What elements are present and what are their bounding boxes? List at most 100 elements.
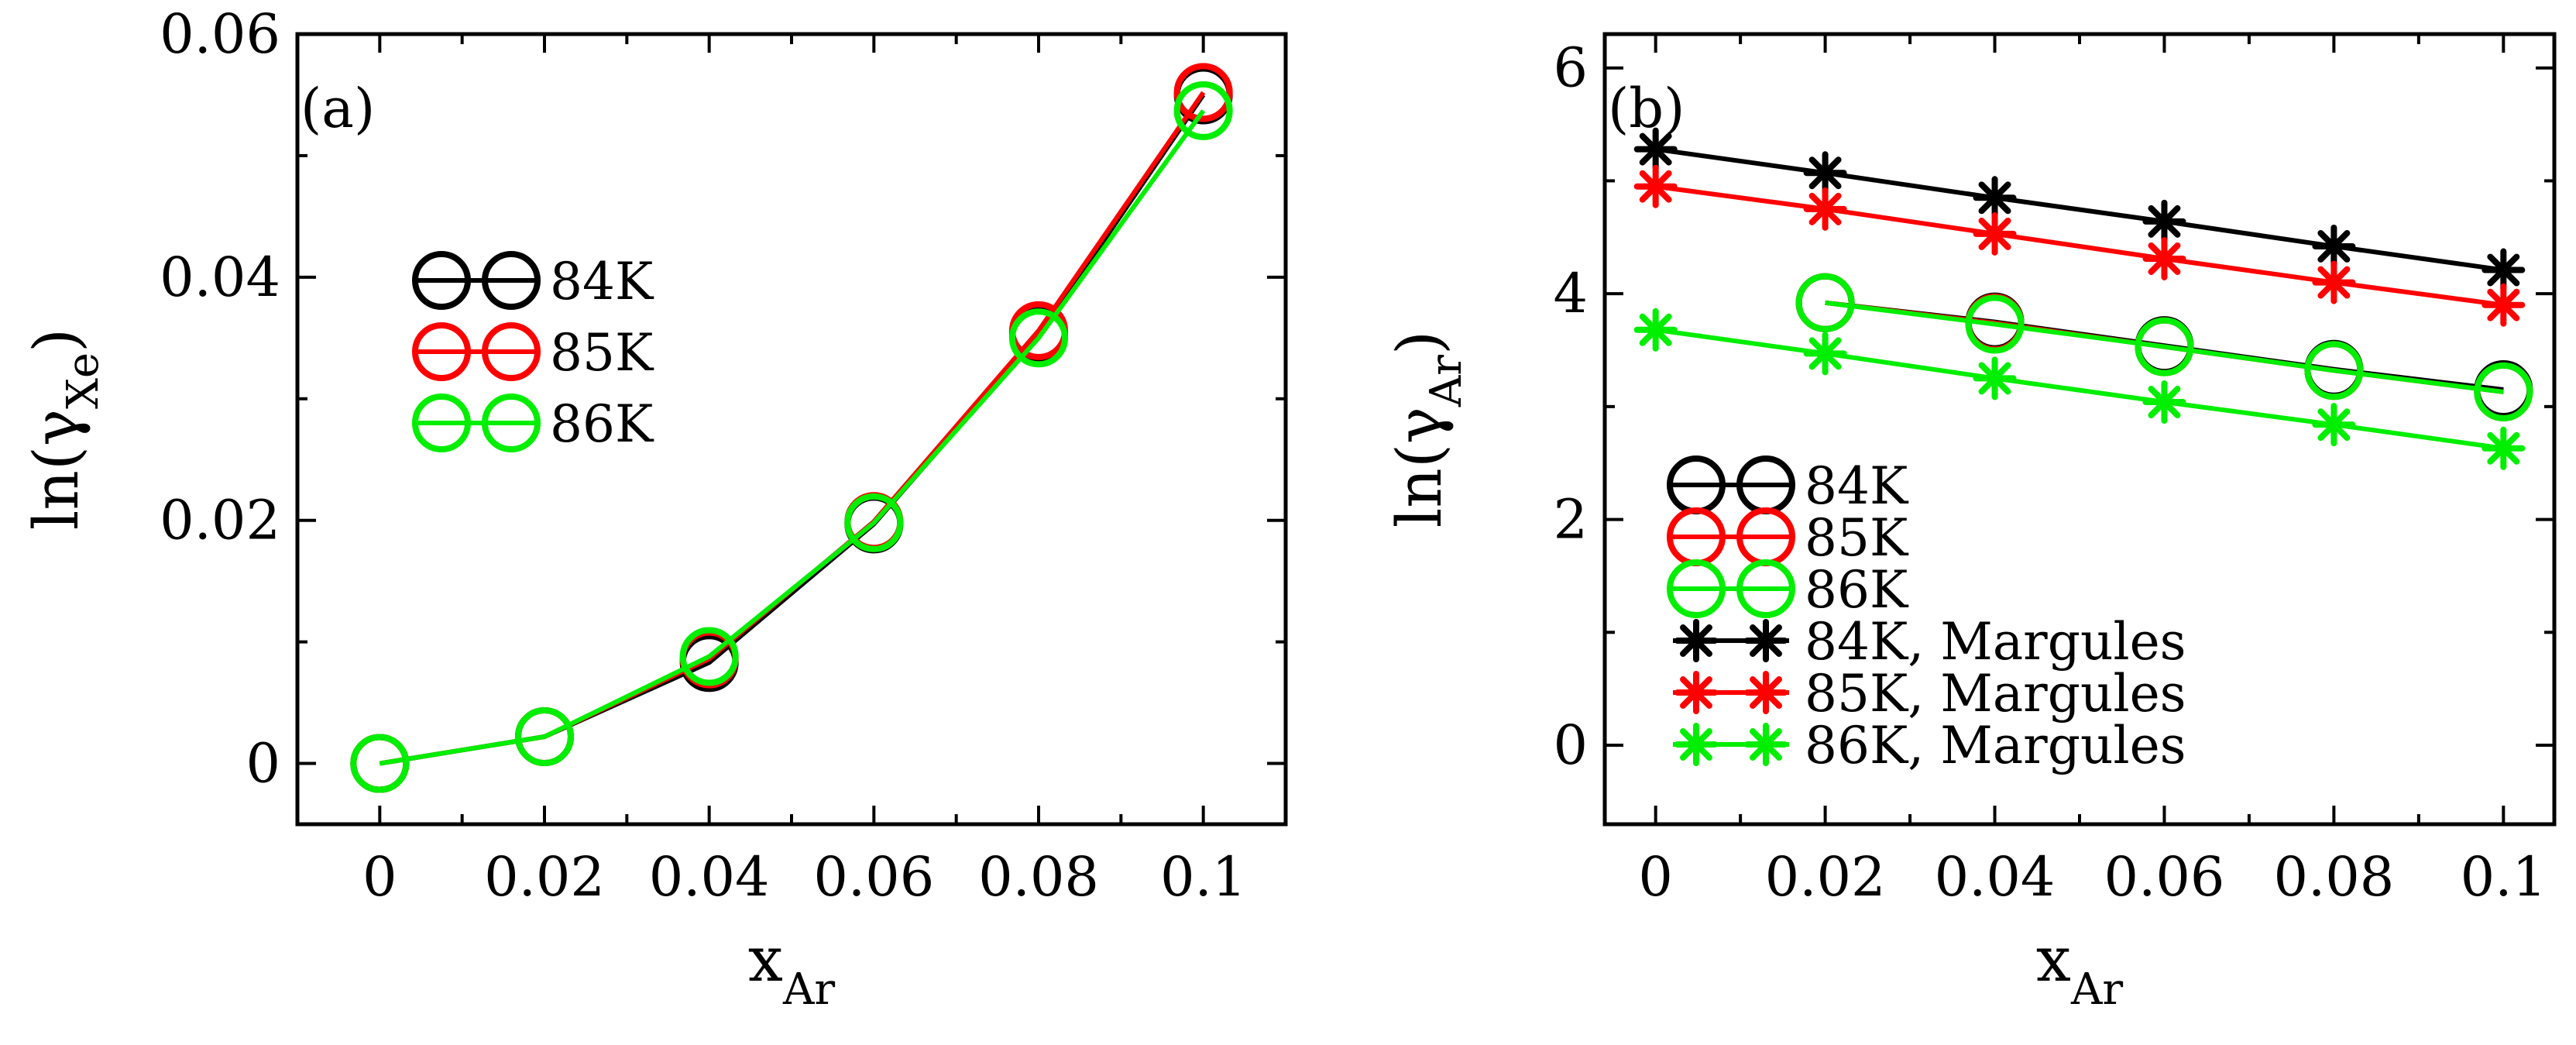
data-point-stroke [1978,217,2011,250]
data-point-stroke [1808,156,1842,190]
series-line [1655,146,2504,273]
legend-label: 86K [1805,560,1909,620]
legend-marker [412,322,471,381]
x-tick-label: 0.1 [2461,845,2547,909]
panel-a: 0 0.02 0.04 0.06 0.08 0.1 0 0.02 0.04 0.06 xAr ln(γ… [20,2,1288,1015]
legend-marker [1744,723,1788,766]
data-point-stroke [2487,288,2520,321]
x-axis-title: xAr [748,923,836,1015]
y-axis-title-close: ) [1383,331,1455,355]
y-axis-title-sub: Xe [58,352,108,409]
x-axis-title-sub: Ar [2070,964,2123,1015]
data-point [350,734,410,793]
series-84k-margules [1633,127,2526,292]
y-axis-title: ln(γXe) [20,328,108,530]
data-point [2482,248,2526,292]
x-tick-label: 0.02 [484,845,605,909]
data-point [1965,294,2025,354]
y-axis-title-sub: Ar [1421,355,1472,407]
data-point [1803,151,1847,195]
x-axis-title-base: x [2036,923,2071,995]
data-point [2482,426,2526,470]
data-point [1795,273,1855,332]
legend-marker-stroke [1680,624,1712,657]
data-point-stroke [2148,242,2181,275]
data-point-stroke [2487,253,2520,287]
x-tick-label: 0.02 [1765,845,1886,909]
data-point-stroke [1808,192,1842,225]
y-tick-label: 0 [246,732,280,796]
data-point [2304,341,2364,400]
legend-marker [1736,559,1795,618]
legend-label: 86K [550,394,654,454]
panel-label: (b) [1608,77,1685,140]
panel-label: (a) [301,77,375,140]
x-axis-title: xAr [2036,923,2124,1015]
legend-label: 84K, Margules [1805,612,2186,672]
series-line [379,91,1206,766]
x-tick-label: 0.04 [1935,845,2056,909]
data-point [515,707,574,767]
x-tick-label: 0.06 [813,845,934,909]
data-point [1633,164,1678,208]
y-axis-title-main: ln(γ [20,409,92,530]
legend-entry: 85K, Margules [1673,664,2186,724]
series-line [1655,184,2504,308]
x-axis-title-sub: Ar [782,964,835,1015]
legend-marker [482,251,541,310]
data-point [2135,317,2194,376]
legend-label: 84K [550,252,654,311]
legend-marker [412,251,471,310]
data-point [1173,81,1233,140]
data-point [2482,283,2526,327]
x-axis-title-base: x [748,923,783,995]
data-point [2474,362,2533,421]
data-point [2312,403,2356,447]
legend-label: 84K [1805,456,1909,516]
data-point [2312,260,2356,304]
legend-entry: 85K [1667,507,1909,568]
legend-marker-stroke [1750,676,1782,709]
legend-entry: 86K [412,394,654,454]
legend-entry: 84K, Margules [1673,612,2186,672]
data-point [2142,199,2186,243]
y-tick-label: 2 [1553,488,1588,552]
data-point [1973,176,2017,220]
panel-b: 0 0.02 0.04 0.06 0.08 0.10246xArln(γAr)(b)84K… [1383,32,2557,1015]
series-85k-margules [1633,164,2526,327]
data-point-stroke [2317,408,2351,442]
data-point [1633,127,1678,171]
data-point-stroke [2487,431,2520,465]
series-86k [1795,273,2533,421]
y-axis-title-main: ln(γ [1383,407,1455,528]
y-tick-label: 0 [1553,713,1588,777]
data-point-stroke [1808,337,1842,370]
legend-marker [1674,671,1718,714]
y-tick-label: 0.02 [160,489,280,552]
data-point [1633,308,1678,352]
data-point-stroke [2148,205,2181,238]
legend-entry: 84K [412,251,654,311]
legend-label: 85K, Margules [1805,664,2186,724]
legend-label: 85K [550,323,654,383]
legend-entry: 86K, Margules [1673,716,2186,775]
legend-marker [1744,671,1788,714]
legend-marker [1667,559,1726,618]
data-point [2142,236,2186,280]
series-line [379,109,1206,766]
x-tick-label: 0.08 [2273,845,2394,909]
y-tick-label: 6 [1553,36,1588,100]
legend-marker [482,322,541,381]
x-tick-label: 0.06 [2104,845,2225,909]
data-point [679,627,739,686]
data-point-stroke [1639,170,1672,203]
data-point [1803,187,1847,231]
x-tick-label: 0.08 [978,845,1099,909]
y-axis-title-close: ) [20,328,92,352]
series-86k-margules [1633,308,2526,470]
legend-marker-stroke [1750,624,1782,657]
x-tick-label: 0.04 [649,845,770,909]
legend-marker [1674,619,1718,662]
legend-marker-stroke [1680,728,1712,761]
